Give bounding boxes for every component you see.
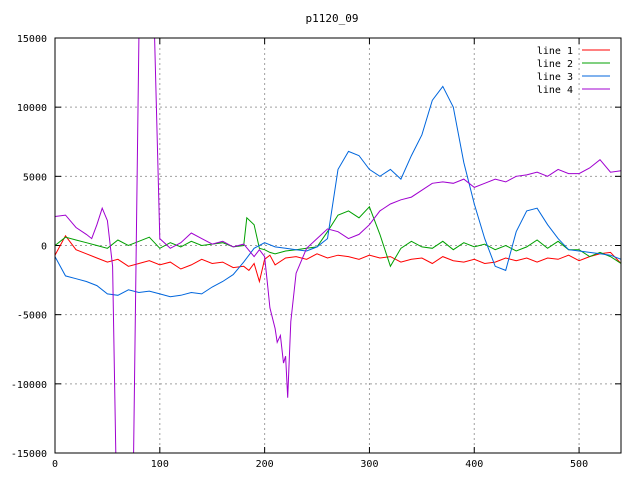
axes: 0 100 200 300 400 500 -15000 -10000 -5000 0 5000 10…: [11, 34, 621, 470]
series-line-3: [55, 85, 621, 298]
legend-label: line 3: [537, 72, 573, 83]
y-tick-label: 5000: [23, 172, 47, 183]
y-tick-label: 10000: [17, 103, 47, 114]
x-tick-label: 200: [256, 459, 274, 470]
legend-label: line 4: [537, 85, 573, 96]
series-line-2: [55, 205, 621, 268]
y-tick-label: -5000: [17, 311, 47, 322]
series-lines: [55, 38, 621, 453]
x-tick-label: 400: [465, 459, 483, 470]
plot-frame: [54, 37, 622, 454]
grid: [55, 38, 621, 453]
y-tick-label: 0: [41, 242, 47, 253]
y-tick-label: 15000: [17, 34, 47, 45]
legend-label: line 1: [537, 46, 573, 57]
series-line-4: [55, 38, 621, 453]
chart-title: p1120_09: [306, 12, 359, 25]
x-tick-label: 100: [151, 459, 169, 470]
legend-label: line 2: [537, 59, 573, 70]
y-tick-label: -15000: [11, 449, 47, 460]
legend: line 1 line 2 line 3 line 4: [537, 46, 610, 96]
x-tick-label: 500: [570, 459, 588, 470]
x-tick-label: 300: [360, 459, 378, 470]
y-tick-label: -10000: [11, 380, 47, 391]
x-tick-label: 0: [52, 459, 58, 470]
series-line-1: [55, 234, 621, 284]
